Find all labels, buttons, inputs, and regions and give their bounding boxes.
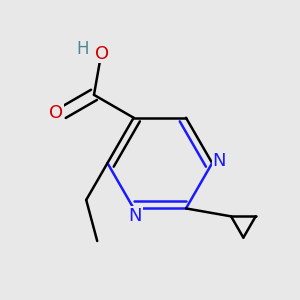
- Text: N: N: [213, 152, 226, 170]
- Text: O: O: [49, 104, 63, 122]
- Text: O: O: [95, 45, 110, 63]
- Text: H: H: [76, 40, 89, 58]
- Text: N: N: [128, 207, 142, 225]
